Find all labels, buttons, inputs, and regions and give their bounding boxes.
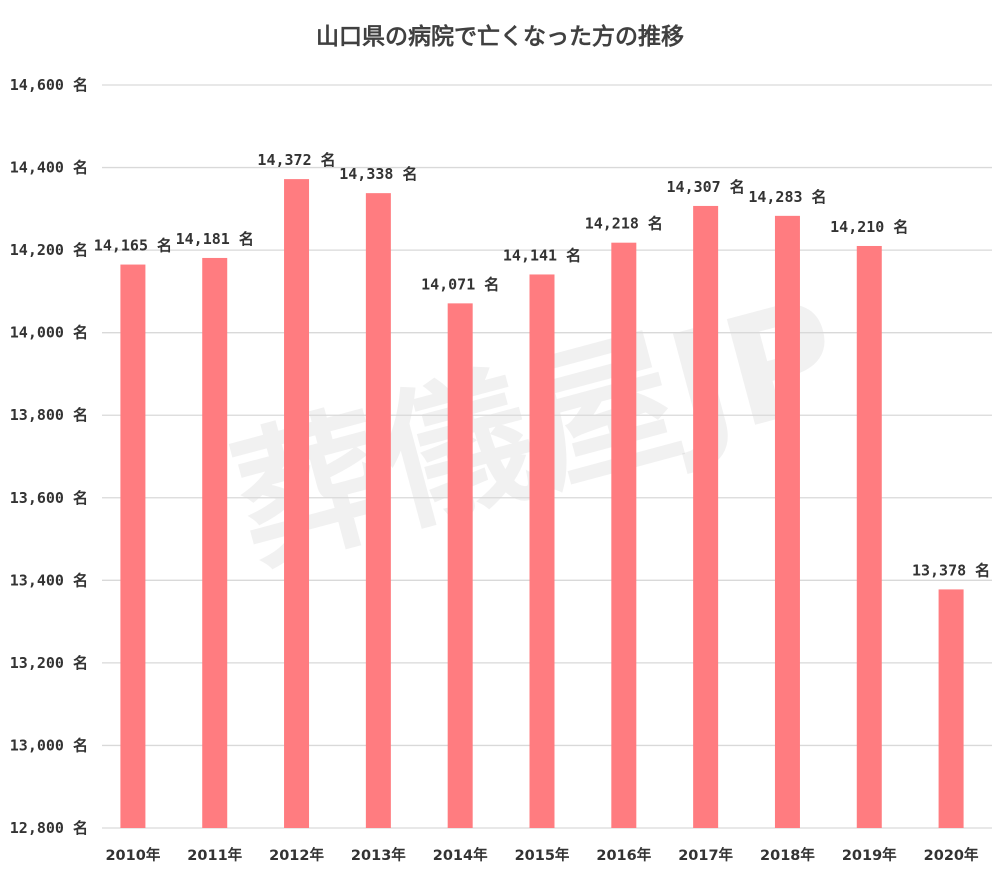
x-tick-label: 2015年	[515, 846, 570, 864]
x-tick-label: 2010年	[105, 846, 160, 864]
bar-2019年	[856, 245, 882, 828]
x-tick-label: 2017年	[678, 846, 733, 864]
data-label: 13,378 名	[912, 561, 990, 579]
x-tick-label: 2019年	[842, 846, 897, 864]
data-labels: 14,165 名 14,181 名 14,372 名14,338 名 14,071 名…	[94, 151, 990, 579]
x-tick-label: 2020年	[924, 846, 979, 864]
y-tick-label: 14,000 名	[10, 324, 88, 342]
data-label: 14,210 名	[830, 218, 908, 236]
x-tick-label: 2012年	[269, 846, 324, 864]
bar-2010年	[120, 264, 146, 828]
x-tick-label: 2011年	[187, 846, 242, 864]
data-label: 14,181 名	[176, 230, 254, 248]
y-tick-label: 13,400 名	[10, 571, 88, 589]
bar-2013年	[365, 193, 391, 829]
bar-2018年	[774, 215, 800, 828]
y-tick-label: 12,800 名	[10, 819, 88, 837]
bar-2014年	[447, 303, 473, 828]
data-label: 14,071 名	[421, 275, 499, 293]
data-label: 14,218 名	[585, 215, 663, 233]
data-label: 14,372 名	[257, 151, 335, 169]
y-tick-label: 13,800 名	[10, 406, 88, 424]
y-tick-label: 14,200 名	[10, 241, 88, 259]
bar-2017年	[693, 205, 719, 828]
chart-title: 山口県の病院で亡くなった方の推移	[316, 23, 684, 50]
bar-2012年	[284, 179, 310, 828]
x-tick-label: 2014年	[433, 846, 488, 864]
data-label: 14,141 名	[503, 246, 581, 264]
data-label: 14,283 名	[748, 188, 826, 206]
x-tick-label: 2016年	[596, 846, 651, 864]
data-label: 14,338 名	[339, 165, 417, 183]
y-tick-label: 13,600 名	[10, 489, 88, 507]
bars	[120, 179, 964, 829]
bar-2015年	[529, 274, 555, 829]
bar-2020年	[938, 589, 964, 828]
x-axis-ticks: 2010年 2011年 2012年 2013年 2014年 2015年 2016年 2017年…	[105, 846, 979, 864]
bar-2016年	[611, 242, 637, 829]
data-label: 14,165 名	[94, 237, 172, 255]
x-tick-label: 2013年	[351, 846, 406, 864]
y-tick-label: 13,200 名	[10, 654, 88, 672]
data-label: 14,307 名	[667, 178, 745, 196]
y-tick-label: 13,000 名	[10, 736, 88, 754]
x-tick-label: 2018年	[760, 846, 815, 864]
y-tick-label: 14,400 名	[10, 159, 88, 177]
y-tick-label: 14,600 名	[10, 76, 88, 94]
bar-2011年	[202, 257, 228, 829]
y-axis-ticks: 12,800 名 13,000 名 13,200 名 13,400 名 13,600 名…	[10, 76, 88, 837]
